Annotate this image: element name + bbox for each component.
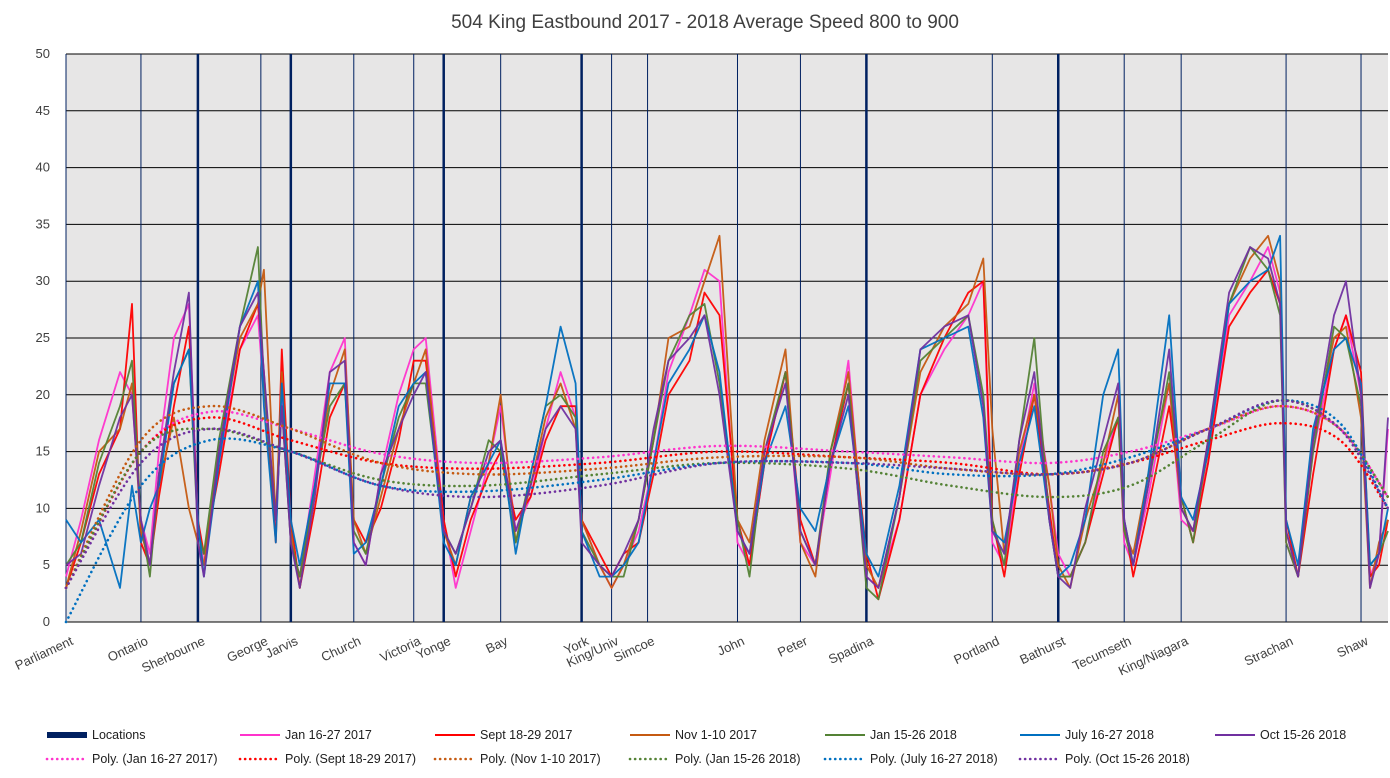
legend-item-locations: Locations [47,728,146,742]
x-location-label: Portland [951,633,1001,667]
x-location-label: John [715,633,747,659]
trend-line [64,404,1390,590]
legend-label: Jan 15-26 2018 [870,728,957,742]
y-tick-label: 15 [36,444,50,459]
legend-item-trend: Poly. (Jan 15-26 2018) [628,752,801,766]
trend-lines [64,399,1390,624]
y-axis-ticks: 0 5 10 15 20 25 30 35 40 45 50 [36,46,50,629]
x-location-label: Peter [775,633,810,660]
x-location-label: Strachan [1242,633,1296,669]
legend-label: Poly. (July 16-27 2018) [870,752,998,766]
legend-item-series: Nov 1-10 2017 [630,728,757,742]
trend-line [64,404,1390,590]
y-tick-label: 20 [36,387,50,402]
series-line [65,234,1389,589]
legend-item-series: July 16-27 2018 [1020,728,1154,742]
legend: Locations Jan 16-27 2017 Sept 18-29 2017 No… [45,728,1346,766]
y-tick-label: 50 [36,46,50,61]
series-line [65,234,1389,589]
y-tick-label: 45 [36,103,50,118]
y-tick-label: 25 [36,330,50,345]
legend-label: Sept 18-29 2017 [480,728,572,742]
x-location-label: Spadina [826,633,876,667]
legend-item-series: Oct 15-26 2018 [1215,728,1346,742]
y-tick-label: 30 [36,273,50,288]
y-tick-label: 10 [36,500,50,515]
x-location-label: Parliament [13,633,76,673]
legend-label: Poly. (Oct 15-26 2018) [1065,752,1190,766]
x-location-label: Sherbourne [139,633,207,675]
x-location-label: Church [319,633,363,664]
y-tick-label: 0 [43,614,50,629]
x-location-label: Yonge [414,633,453,662]
trend-line [64,399,1390,590]
trend-line [64,416,1390,590]
legend-item-trend: Poly. (Oct 15-26 2018) [1018,752,1190,766]
x-location-label: Shaw [1334,633,1370,661]
legend-label: Poly. (Sept 18-29 2017) [285,752,416,766]
gridlines [66,53,1388,623]
legend-label: Poly. (Jan 15-26 2018) [675,752,801,766]
legend-label: Oct 15-26 2018 [1260,728,1346,742]
legend-label: Locations [92,728,146,742]
legend-label: July 16-27 2018 [1065,728,1154,742]
legend-item-series: Jan 15-26 2018 [825,728,957,742]
trend-line [64,399,1390,624]
trend-line [64,399,1390,590]
x-location-label: Jarvis [263,633,301,661]
y-tick-label: 40 [36,160,50,175]
legend-label: Poly. (Jan 16-27 2017) [92,752,218,766]
legend-item-trend: Poly. (Sept 18-29 2017) [238,752,416,766]
legend-item-trend: Poly. (Jan 16-27 2017) [45,752,218,766]
legend-item-series: Jan 16-27 2017 [240,728,372,742]
legend-item-series: Sept 18-29 2017 [435,728,572,742]
y-tick-label: 35 [36,216,50,231]
legend-item-trend: Poly. (Nov 1-10 2017) [433,752,601,766]
y-tick-label: 5 [43,557,50,572]
x-location-label: Bathurst [1017,633,1068,667]
x-location-label: Bay [483,633,510,656]
x-location-label: Simcoe [611,633,657,665]
legend-label: Nov 1-10 2017 [675,728,757,742]
legend-label: Jan 16-27 2017 [285,728,372,742]
legend-item-trend: Poly. (July 16-27 2018) [823,752,998,766]
legend-label: Poly. (Nov 1-10 2017) [480,752,601,766]
chart-title: 504 King Eastbound 2017 - 2018 Average S… [451,12,959,33]
